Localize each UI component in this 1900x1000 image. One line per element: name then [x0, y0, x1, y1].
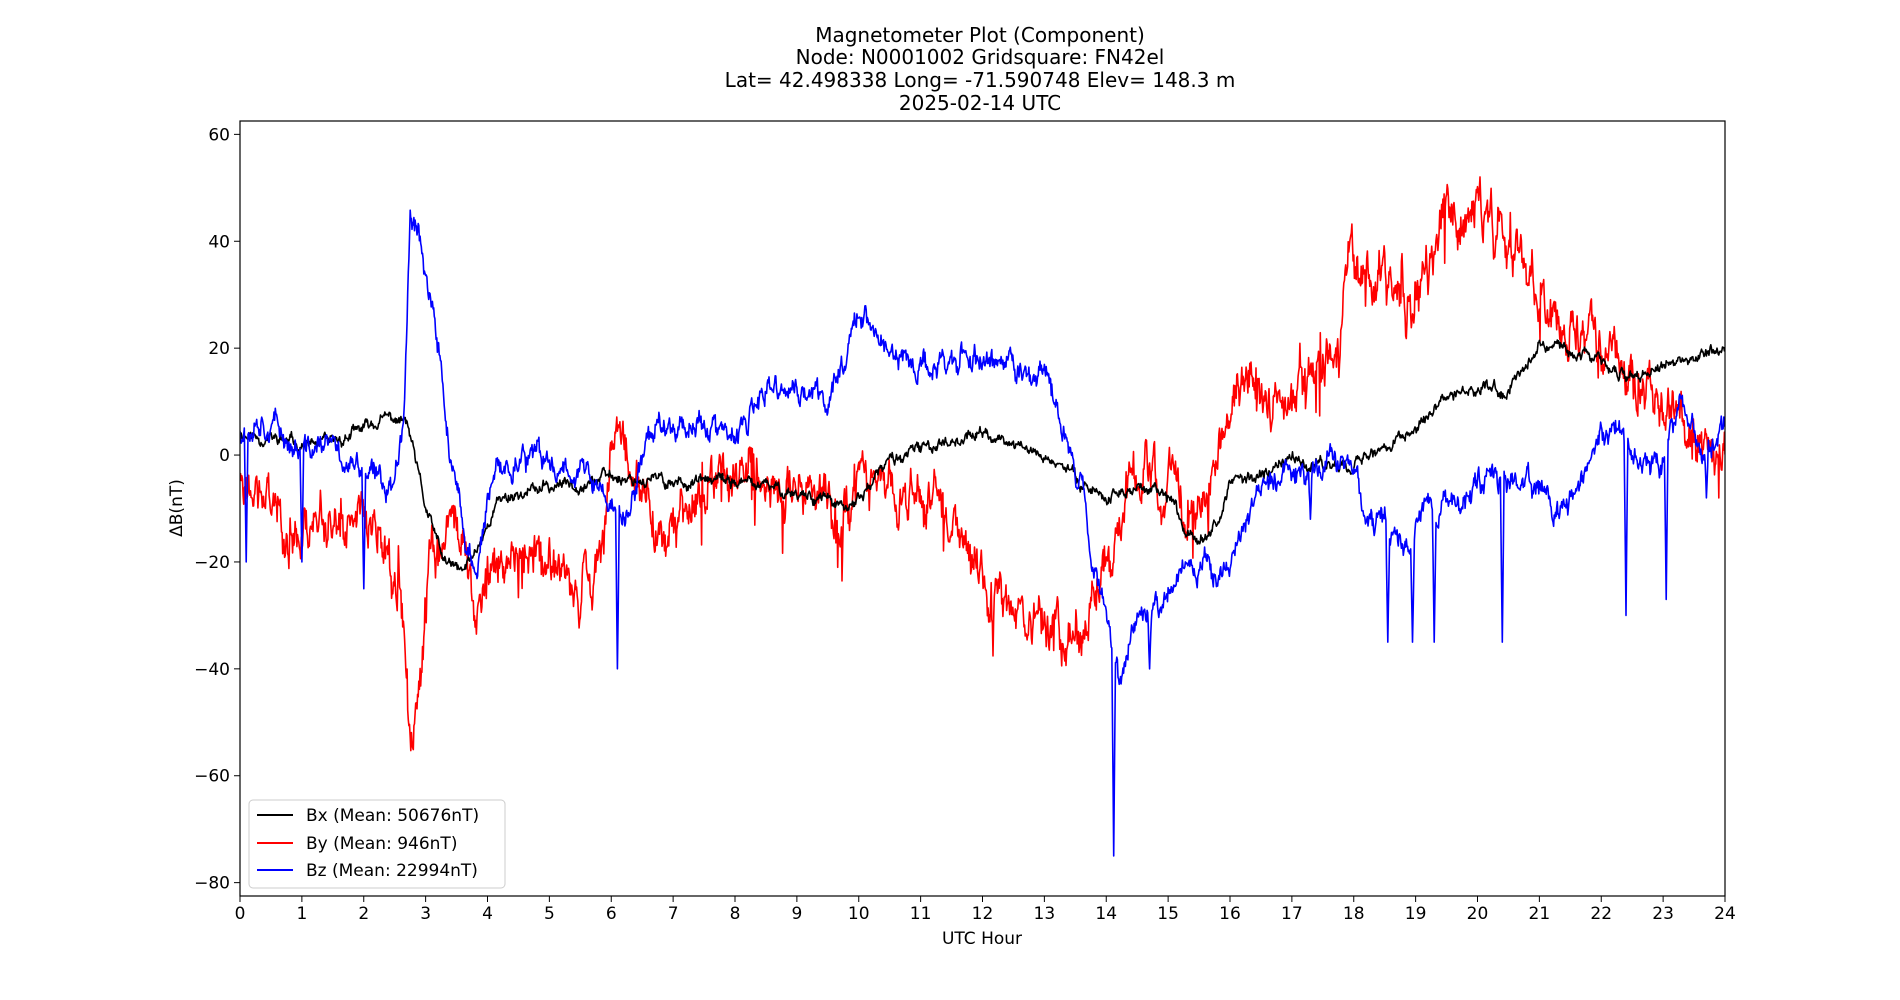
x-tick-label: 11	[910, 904, 932, 924]
x-tick-label: 10	[848, 904, 870, 924]
legend-label-by: By (Mean: 946nT)	[306, 834, 457, 854]
y-tick-label: −80	[194, 874, 230, 894]
x-tick-label: 14	[1095, 904, 1117, 924]
x-tick-label: 24	[1714, 904, 1736, 924]
x-tick-label: 0	[235, 904, 246, 924]
series-layer	[240, 176, 1725, 857]
x-axis-label: UTC Hour	[942, 929, 1022, 949]
plot-area	[239, 120, 1726, 897]
series-line-bz	[240, 209, 1725, 857]
x-tick-label: 6	[606, 904, 617, 924]
y-tick-label: −60	[194, 767, 230, 787]
legend-label-bx: Bx (Mean: 50676nT)	[306, 806, 479, 826]
x-tick-label: 23	[1652, 904, 1674, 924]
title-line-4: 2025-02-14 UTC	[899, 91, 1061, 115]
y-tick-label: −40	[194, 660, 230, 680]
x-tick-label: 5	[544, 904, 555, 924]
x-tick-label: 3	[420, 904, 431, 924]
x-tick-label: 20	[1467, 904, 1489, 924]
x-tick-label: 12	[972, 904, 994, 924]
x-tick-label: 1	[296, 904, 307, 924]
title-line-1: Magnetometer Plot (Component)	[815, 23, 1145, 47]
title-line-3: Lat= 42.498338 Long= -71.590748 Elev= 14…	[725, 68, 1236, 92]
x-tick-label: 22	[1590, 904, 1612, 924]
x-tick-label: 16	[1219, 904, 1241, 924]
y-tick-label: 40	[208, 232, 230, 252]
x-tick-label: 18	[1343, 904, 1365, 924]
x-tick-label: 9	[791, 904, 802, 924]
x-tick-label: 4	[482, 904, 493, 924]
legend: Bx (Mean: 50676nT) By (Mean: 946nT) Bz (…	[248, 799, 506, 889]
y-axis-label: ΔB(nT)	[167, 479, 187, 537]
x-tick-label: 17	[1281, 904, 1303, 924]
x-axis: 0 1 2 3 4 5 6 7 8 9 10 11 12 13 14 15 16 17 18 19 20 21 22 23 24	[235, 896, 1736, 924]
x-tick-label: 2	[358, 904, 369, 924]
x-tick-label: 21	[1529, 904, 1551, 924]
y-axis: 60 40 20 0 −20 −40 −60 −80	[194, 125, 240, 894]
chart-title: Magnetometer Plot (Component) Node: N000…	[725, 23, 1236, 115]
y-tick-label: 0	[219, 446, 230, 466]
series-line-by	[240, 176, 1725, 752]
legend-box	[248, 799, 506, 889]
title-line-2: Node: N0001002 Gridsquare: FN42el	[796, 45, 1165, 69]
y-tick-label: −20	[194, 553, 230, 573]
x-tick-label: 13	[1034, 904, 1056, 924]
legend-label-bz: Bz (Mean: 22994nT)	[306, 861, 478, 881]
x-tick-label: 15	[1157, 904, 1179, 924]
x-tick-label: 7	[668, 904, 679, 924]
series-line-bx	[240, 339, 1725, 572]
x-tick-label: 8	[730, 904, 741, 924]
y-tick-label: 20	[208, 339, 230, 359]
x-tick-label: 19	[1405, 904, 1427, 924]
y-tick-label: 60	[208, 125, 230, 145]
